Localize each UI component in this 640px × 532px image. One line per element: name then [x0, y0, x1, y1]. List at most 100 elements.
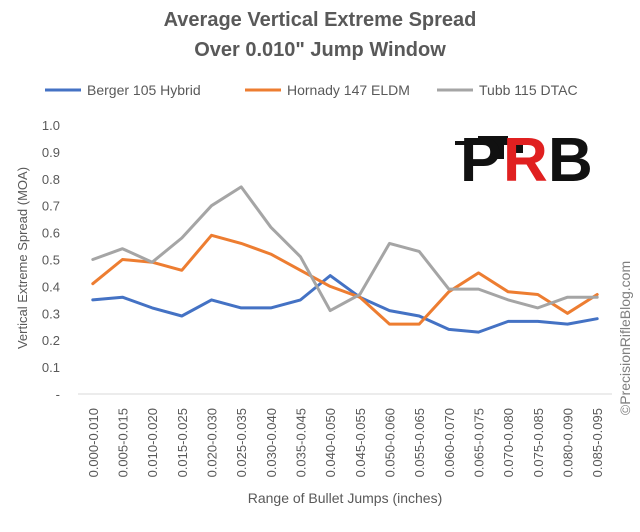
- data-point: [270, 307, 272, 309]
- y-axis-label: Vertical Extreme Spread (MOA): [15, 167, 30, 349]
- data-point: [300, 269, 301, 271]
- series-line-berger-105-hybrid: [91, 274, 599, 334]
- x-tick-label: 0.060-0.070: [442, 408, 457, 477]
- data-point: [329, 310, 331, 312]
- data-point: [329, 285, 331, 287]
- data-point: [389, 242, 390, 244]
- data-point: [359, 294, 361, 295]
- x-tick-label: 0.065-0.075: [472, 408, 487, 477]
- data-point: [92, 259, 94, 260]
- y-tick-label: -: [56, 387, 60, 402]
- data-point: [507, 320, 509, 322]
- data-point: [122, 248, 123, 250]
- x-tick-label: 0.045-0.055: [353, 408, 368, 477]
- x-tick-label: 0.035-0.045: [294, 408, 309, 477]
- y-tick-label: 0.1: [42, 360, 60, 375]
- legend: Berger 105 Hybrid Hornady 147 ELDM Tubb 11…: [45, 82, 578, 98]
- data-point: [270, 253, 272, 255]
- data-point: [507, 291, 509, 293]
- y-tick-label: 0.9: [42, 145, 60, 160]
- data-point: [418, 315, 420, 317]
- data-point: [448, 328, 450, 330]
- prb-logo: P R B: [455, 123, 608, 195]
- axes: - 0.1 0.2 0.3 0.4 0.5 0.6 0.7 0.8 0.9 1.0 0.000-0.0…: [42, 118, 612, 477]
- data-point: [92, 299, 94, 301]
- data-point: [478, 288, 479, 290]
- data-point: [537, 294, 539, 295]
- data-point: [596, 296, 598, 298]
- data-point: [418, 323, 420, 325]
- chart-title: Average Vertical Extreme Spread Over 0.0…: [164, 9, 477, 61]
- y-tick-label: 0.4: [42, 279, 60, 294]
- x-tick-label: 0.075-0.085: [531, 408, 546, 477]
- legend-label: Tubb 115 DTAC: [479, 82, 578, 98]
- x-tick-label: 0.050-0.060: [383, 408, 398, 477]
- y-tick-label: 0.7: [42, 199, 60, 214]
- x-tick-label: 0.015-0.025: [175, 408, 190, 477]
- x-tick-label: 0.040-0.050: [323, 408, 338, 477]
- x-tick-label: 0.030-0.040: [264, 408, 279, 477]
- logo-letter-r: R: [503, 126, 548, 195]
- data-point: [567, 312, 568, 314]
- x-tick-label: 0.085-0.095: [590, 408, 605, 477]
- x-tick-label: 0.025-0.035: [234, 408, 249, 477]
- logo-letter-b: B: [548, 126, 593, 195]
- data-point: [537, 320, 539, 322]
- data-point: [567, 323, 568, 325]
- data-point: [181, 237, 183, 239]
- x-tick-label: 0.070-0.080: [501, 408, 516, 477]
- data-point: [181, 269, 183, 271]
- x-tick-label: 0.005-0.015: [116, 408, 131, 477]
- data-point: [151, 261, 153, 263]
- data-point: [211, 234, 212, 236]
- data-point: [596, 318, 598, 320]
- x-tick-label: 0.055-0.065: [412, 408, 427, 477]
- data-point: [418, 250, 420, 252]
- legend-label: Hornady 147 ELDM: [287, 82, 410, 98]
- data-point: [596, 294, 598, 295]
- y-tick-label: 0.3: [42, 306, 60, 321]
- x-axis-label: Range of Bullet Jumps (inches): [248, 490, 443, 506]
- data-point: [181, 315, 183, 317]
- x-tick-label: 0.010-0.020: [145, 408, 160, 477]
- watermark: ©PrecisionRifleBlog.com: [617, 261, 633, 415]
- data-point: [389, 310, 390, 312]
- series-lines: [91, 185, 599, 334]
- data-point: [567, 296, 568, 298]
- data-point: [389, 323, 390, 325]
- y-tick-label: 0.8: [42, 172, 60, 187]
- data-point: [448, 288, 450, 290]
- data-point: [211, 205, 212, 207]
- data-point: [507, 299, 509, 301]
- data-point: [240, 186, 242, 188]
- data-point: [329, 275, 331, 277]
- data-point: [240, 307, 242, 309]
- data-point: [448, 291, 450, 293]
- y-tick-label: 1.0: [42, 118, 60, 133]
- data-point: [151, 307, 153, 309]
- data-point: [211, 299, 212, 301]
- chart-title-line-1: Average Vertical Extreme Spread: [164, 9, 477, 31]
- data-point: [478, 272, 479, 274]
- x-tick-label: 0.020-0.030: [205, 408, 220, 477]
- y-tick-label: 0.2: [42, 333, 60, 348]
- x-tick-label: 0.000-0.010: [86, 408, 101, 477]
- data-point: [92, 283, 94, 285]
- legend-label: Berger 105 Hybrid: [87, 82, 201, 98]
- chart-title-line-2: Over 0.010" Jump Window: [194, 39, 446, 61]
- x-tick-label: 0.080-0.090: [561, 408, 576, 477]
- data-point: [270, 226, 272, 228]
- y-tick-label: 0.6: [42, 226, 60, 241]
- data-point: [300, 299, 301, 301]
- series-line-hornady-147-eldm: [91, 233, 599, 326]
- y-tick-label: 0.5: [42, 253, 60, 268]
- data-point: [537, 307, 539, 309]
- series-line-tubb-115-dtac: [91, 185, 599, 313]
- data-point: [300, 256, 301, 258]
- data-point: [240, 242, 242, 244]
- data-point: [359, 296, 361, 298]
- logo-letter-p: P: [460, 126, 501, 195]
- rifle-icon: [455, 136, 535, 159]
